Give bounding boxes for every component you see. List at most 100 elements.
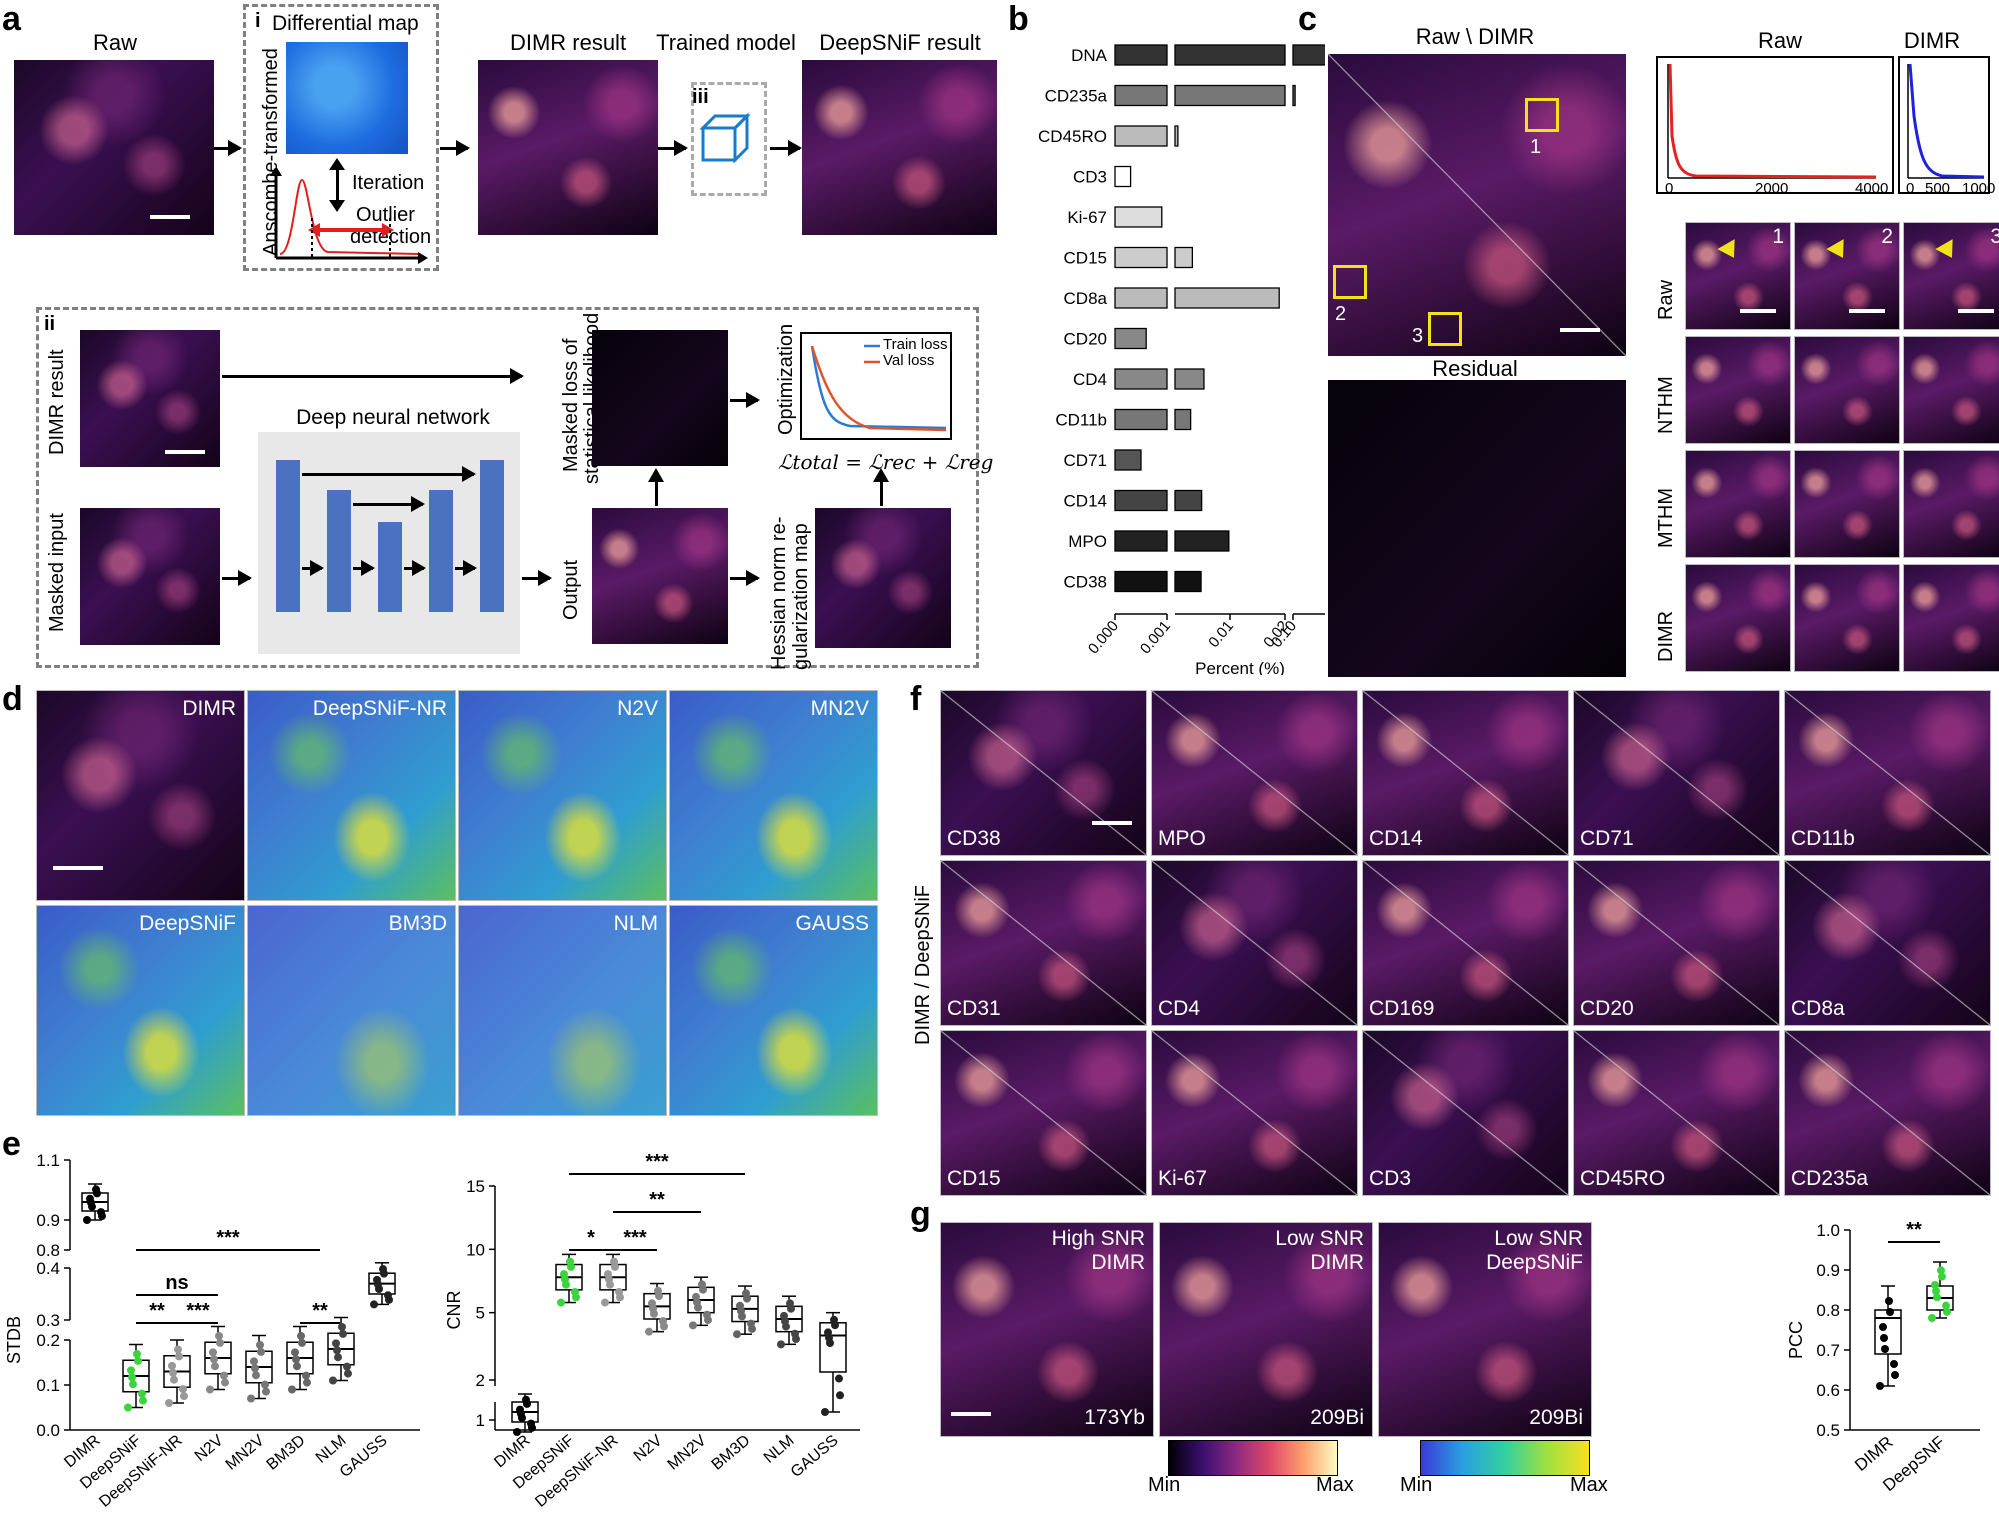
cbar-min: Min [1148, 1474, 1181, 1496]
hist-dimr-tick: 1000 [1962, 180, 1996, 197]
diagonal-divider [1363, 861, 1568, 1025]
scale-bar [1958, 309, 1994, 313]
data-point [689, 1321, 697, 1330]
y-tick-label: 0.2 [36, 1331, 60, 1350]
roman-ii: ii [44, 313, 56, 335]
cbar-min-2: Min [1400, 1474, 1433, 1496]
x-axis-label: Percent (%) [1195, 659, 1285, 675]
outlier-histogram [270, 168, 428, 264]
hist-dimr [1898, 56, 1990, 194]
bar-category-label: DNA [1071, 46, 1108, 65]
method-label: DeepSNiF [139, 912, 236, 935]
data-point [692, 1292, 700, 1301]
bar-category-label: CD20 [1064, 330, 1107, 349]
data-point [261, 1380, 269, 1389]
y-axis-label: PCC [1786, 1321, 1806, 1359]
pcc-box [1874, 1285, 1902, 1390]
data-point [216, 1338, 224, 1347]
data-point [168, 1361, 176, 1370]
significance-label: ** [1906, 1219, 1922, 1241]
hist-dimr-title: DIMR [1903, 28, 1961, 53]
marker-tile: CD45RO [1573, 1030, 1780, 1196]
data-point [1885, 1297, 1893, 1305]
training-box [36, 307, 979, 668]
method-label: DIMR [1091, 1251, 1145, 1274]
marker-tile: CD3 [1362, 1030, 1569, 1196]
bar [1292, 44, 1366, 66]
marker-label: CD38 [947, 827, 1001, 850]
bar-category-label: CD38 [1064, 573, 1107, 592]
data-point [1881, 1345, 1889, 1353]
cnr-box [599, 1253, 627, 1307]
data-point [830, 1315, 838, 1324]
arrow-up [648, 468, 664, 506]
data-point [379, 1265, 387, 1274]
data-point [206, 1385, 214, 1394]
method-label: MN2V [810, 697, 869, 720]
cbar-max-2: Max [1570, 1474, 1608, 1496]
data-point [566, 1257, 574, 1266]
data-point [557, 1298, 565, 1307]
marker-label: CD71 [1580, 827, 1634, 850]
y-tick-label: 0.9 [36, 1211, 60, 1230]
method-tile: NLM [458, 905, 667, 1116]
marker-tile: CD11b [1784, 690, 1991, 856]
data-point [129, 1380, 137, 1389]
snr-tile: Low SNR DeepSNiF 209Bi [1378, 1222, 1592, 1437]
differential-map-image [286, 42, 408, 154]
zoom-tile [1685, 336, 1791, 444]
bar [1174, 530, 1230, 552]
method-label: N2V [617, 697, 658, 720]
bar [1114, 246, 1168, 269]
significance-label: *** [645, 1151, 669, 1173]
roi-box-1 [1525, 98, 1559, 132]
snr-label: Low SNR [1275, 1227, 1364, 1250]
arrow [522, 570, 552, 586]
data-point [133, 1349, 141, 1358]
panel-label-b: b [1008, 0, 1029, 38]
arrow [222, 368, 524, 384]
bar [1114, 165, 1132, 188]
marker-label: CD11b [1791, 827, 1855, 850]
method-tile: DeepSNiF-NR [247, 690, 456, 901]
snr-tile: High SNR DIMR 173Yb [940, 1222, 1154, 1437]
data-point [97, 1208, 105, 1217]
cnr-box [643, 1282, 671, 1336]
arrow [455, 560, 477, 576]
marker-tile: MPO [1151, 690, 1358, 856]
data-point [221, 1378, 229, 1387]
marker-label: CD31 [947, 997, 1001, 1020]
loss-formula: ℒtotal = ℒrec + ℒreg [778, 450, 994, 474]
roman-i: i [255, 10, 261, 32]
data-point [384, 1291, 392, 1300]
y-tick-label: 0.7 [1816, 1341, 1840, 1360]
stdb-box [327, 1316, 355, 1385]
marker-label: CD8a [1791, 997, 1845, 1020]
data-point [1928, 1314, 1936, 1322]
scale-bar [951, 1412, 991, 1416]
y-tick-label: 1 [476, 1411, 485, 1430]
data-point [610, 1257, 618, 1266]
data-point [1938, 1272, 1946, 1281]
diagonal-divider [941, 1031, 1146, 1195]
bar [1174, 368, 1205, 390]
data-point [209, 1348, 217, 1357]
x-category-label: NLM [761, 1432, 798, 1467]
data-point [329, 1376, 337, 1385]
raw-dimr-image [1328, 54, 1626, 356]
data-point [247, 1394, 255, 1403]
data-point [165, 1399, 173, 1407]
raw-image [14, 60, 214, 235]
dnn-layer [327, 490, 351, 612]
data-point [128, 1373, 136, 1382]
marker-tile: CD14 [1362, 690, 1569, 856]
model-box [691, 82, 767, 196]
data-point [373, 1275, 381, 1284]
data-point [211, 1362, 219, 1371]
data-point [604, 1270, 612, 1279]
significance-label: ** [312, 1300, 328, 1322]
method-label: BM3D [388, 912, 447, 935]
method-label: DIMR [182, 697, 236, 720]
masked-loss-label-1: Masked loss of [560, 338, 582, 472]
